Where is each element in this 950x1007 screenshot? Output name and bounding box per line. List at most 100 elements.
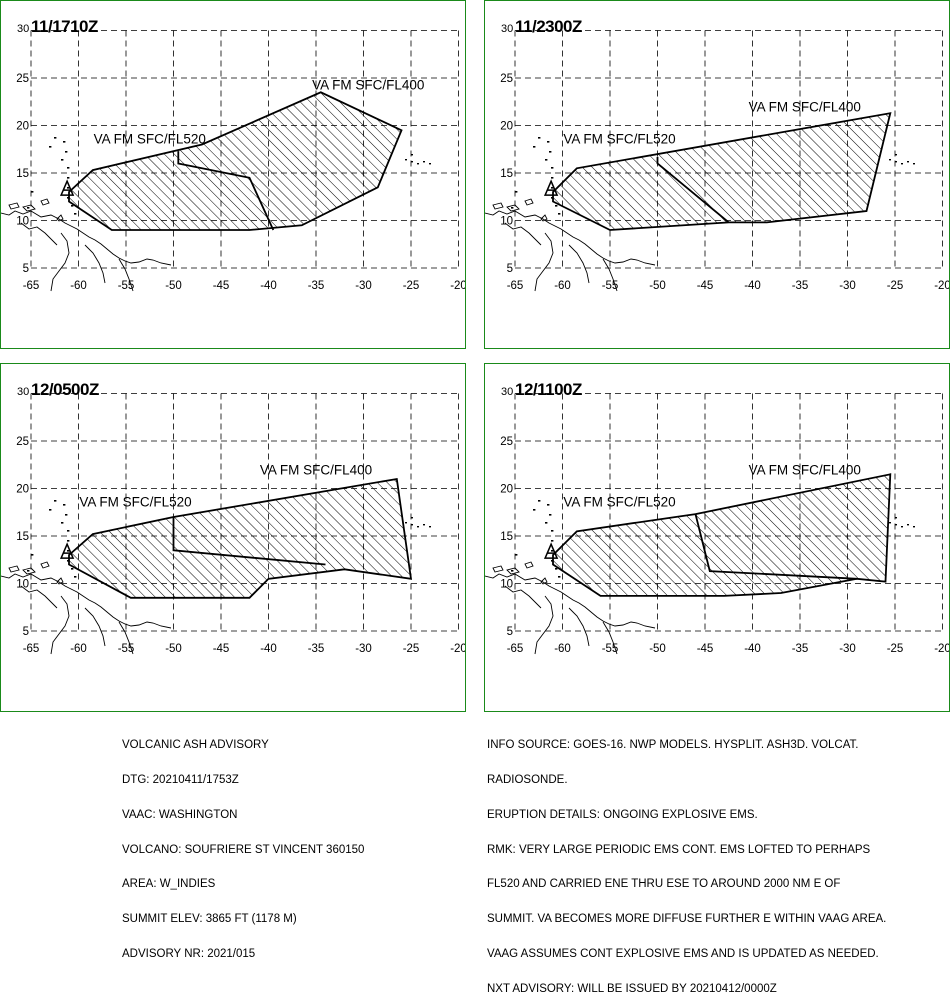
lat-label-30: 30 [17, 386, 30, 398]
forecast-time-label: 12/0500Z [31, 380, 99, 399]
lon-tick-label: -60 [554, 280, 571, 292]
lon-tick-label: -35 [308, 280, 325, 292]
island-marker [67, 550, 70, 552]
lat-tick-label: 15 [500, 531, 513, 543]
lon-tick-label: -20 [934, 280, 950, 292]
advisory-info-source-cont: RADIOSONDE. [487, 773, 568, 786]
coastline-segment [506, 204, 520, 212]
coastline-segment [22, 567, 36, 575]
lat-label-30: 30 [501, 23, 514, 35]
lon-tick-label: -30 [839, 643, 856, 655]
island-marker [555, 568, 558, 570]
island-marker [551, 177, 554, 179]
island-marker [417, 526, 419, 528]
lat-tick-label: 20 [16, 121, 29, 133]
island-marker [405, 522, 407, 524]
island-marker [549, 514, 552, 516]
map-canvas: -65 -60 -55 -50 -45 -40 -35 -30 -25 -20 25 20 15 10 5 V… [1, 393, 466, 655]
island-marker [901, 526, 903, 528]
coastline-segment [540, 214, 548, 222]
island-marker [551, 550, 554, 552]
island-marker [49, 509, 52, 511]
lat-tick-label: 10 [16, 579, 29, 591]
advisory-vaac: VAAC: WASHINGTON [122, 808, 238, 821]
island-marker [538, 137, 541, 139]
coastline-segment [50, 232, 70, 292]
island-marker [551, 530, 554, 532]
coastline-segment [56, 214, 64, 222]
lat-tick-label: 25 [500, 436, 513, 448]
island-marker [67, 167, 70, 169]
island-marker [67, 187, 70, 189]
advisory-details-block: INFO SOURCE: GOES-16. NWP MODELS. HYSPLI… [487, 717, 886, 1007]
island-marker [558, 576, 561, 578]
lon-tick-label: -65 [507, 280, 524, 292]
lon-tick-label: -55 [118, 643, 135, 655]
island-marker [61, 159, 64, 161]
island-marker [533, 509, 536, 511]
island-marker [63, 504, 66, 506]
map-canvas: -65 -60 -55 -50 -45 -40 -35 -30 -25 -20 25 20 15 10 5 V… [485, 393, 949, 655]
ash-cloud-area [68, 477, 413, 599]
coastline-segment [20, 222, 58, 246]
advisory-title: VOLCANIC ASH ADVISORY [122, 739, 269, 752]
lon-tick-label: -55 [118, 280, 135, 292]
advisory-next: NXT ADVISORY: WILL BE ISSUED BY 20210412… [487, 982, 777, 995]
lon-tick-label: -40 [260, 280, 277, 292]
advisory-summit-elev: SUMMIT ELEV: 3865 FT (1178 M) [122, 913, 297, 926]
island-marker [515, 554, 518, 556]
lon-tick-label: -50 [649, 280, 666, 292]
lon-tick-label: -20 [450, 643, 466, 655]
island-marker [27, 570, 30, 572]
fl520-label: VA FM SFC/FL520 [94, 132, 206, 147]
lon-tick-label: -60 [70, 280, 87, 292]
island-marker [31, 554, 34, 556]
lon-tick-label: -30 [839, 280, 856, 292]
island-marker [61, 522, 64, 524]
island-marker [429, 163, 431, 165]
flight-level-divider [172, 517, 326, 566]
volcano-icon [59, 542, 75, 559]
coastline-segment [492, 565, 504, 573]
island-marker [895, 524, 897, 526]
coastline-segment [1, 210, 172, 266]
flight-level-divider [694, 513, 858, 580]
island-marker [545, 522, 548, 524]
island-marker [429, 526, 431, 528]
island-marker [423, 524, 425, 526]
coastline [1, 500, 431, 655]
island-marker [895, 517, 897, 519]
island-marker [511, 207, 514, 209]
advisory-volcano: VOLCANO: SOUFRIERE ST VINCENT 360150 [122, 843, 365, 856]
fl400-label: VA FM SFC/FL400 [749, 462, 861, 477]
island-marker [31, 191, 34, 193]
map-canvas: -65 -60 -55 -50 -45 -40 -35 -30 -25 -20 25 20 15 10 5 V… [1, 30, 465, 292]
island-marker [49, 146, 52, 148]
island-marker [538, 500, 541, 502]
lat-tick-label: 15 [16, 531, 29, 543]
ash-cloud-area [552, 112, 892, 231]
advisory-remarks-cont-3: VAAG ASSUMES CONT EXPLOSIVE EMS AND IS U… [487, 947, 879, 960]
coastline [485, 500, 915, 655]
lat-tick-label: 5 [507, 263, 513, 275]
flight-level-divider [177, 151, 275, 231]
lat-tick-label: 5 [23, 626, 29, 638]
advisory-number: ADVISORY NR: 2021/015 [122, 947, 256, 960]
coastline-segment [524, 198, 534, 206]
island-marker [547, 504, 550, 506]
island-marker [551, 540, 554, 542]
island-marker [71, 205, 74, 207]
coastline-segment [568, 244, 590, 284]
island-marker [65, 151, 68, 153]
advisory-remarks-cont-2: SUMMIT. VA BECOMES MORE DIFFUSE FURTHER … [487, 913, 887, 926]
lat-label-30: 30 [501, 386, 514, 398]
lat-tick-label: 10 [16, 216, 29, 228]
island-marker [411, 154, 413, 156]
advisory-remarks: RMK: VERY LARGE PERIODIC EMS CONT. EMS L… [487, 843, 871, 856]
ash-cloud-area [68, 91, 403, 231]
lon-tick-label: -40 [744, 643, 761, 655]
lat-tick-label: 20 [500, 121, 513, 133]
lon-tick-label: -25 [887, 643, 904, 655]
coastline-segment [40, 198, 50, 206]
volcano-icon [543, 179, 559, 196]
